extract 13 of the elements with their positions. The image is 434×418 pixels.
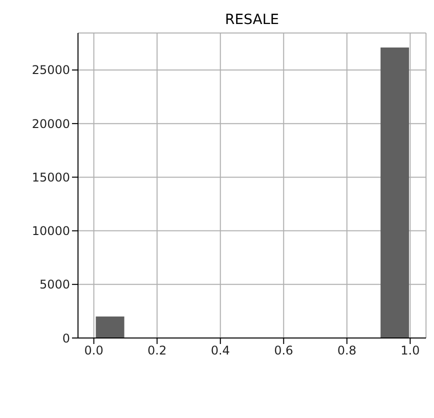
- x-tick-label: 0.8: [337, 344, 356, 358]
- x-tick-label: 0.6: [274, 344, 294, 358]
- y-tick-label: 20000: [32, 116, 70, 131]
- x-tick-label: 0.0: [84, 344, 104, 358]
- chart-title: RESALE: [225, 12, 279, 28]
- x-tick-label: 1.0: [400, 344, 420, 358]
- y-tick-label: 25000: [32, 63, 70, 78]
- y-tick-label: 10000: [32, 224, 70, 238]
- y-tick-label: 0: [62, 331, 70, 346]
- y-tick-label: 15000: [32, 170, 70, 184]
- y-tick-label: 5000: [39, 278, 70, 292]
- x-tick-label: 0.2: [148, 344, 167, 358]
- x-tick-label: 0.4: [210, 344, 230, 358]
